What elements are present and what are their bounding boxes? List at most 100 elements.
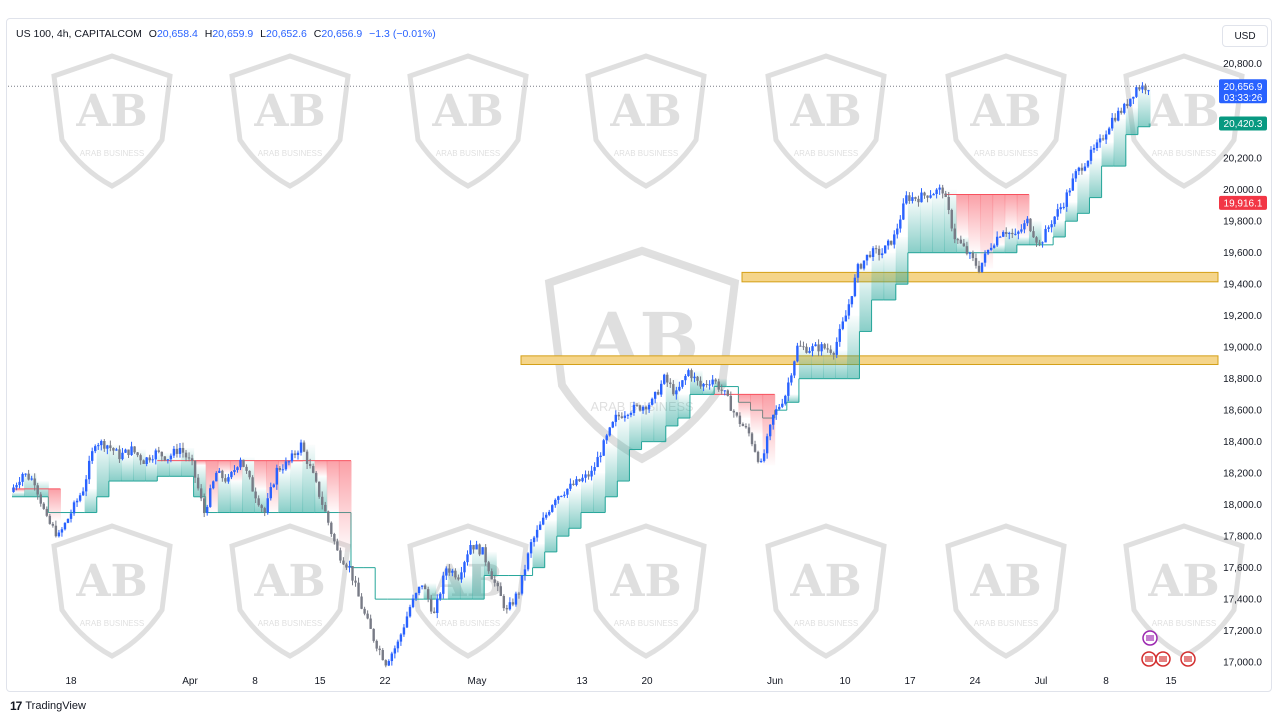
chart-frame[interactable] — [6, 18, 1272, 692]
candle-body — [212, 481, 215, 489]
candle-body — [481, 547, 484, 555]
symbol-legend[interactable]: US 100, 4h, CAPITALCOM O20,658.4 H20,659… — [16, 28, 436, 40]
candle-body — [27, 473, 30, 480]
x-axis[interactable]: 18 Apr 8 15 22 May 13 20 Jun 10 17 24 Jul 8 15 — [65, 676, 1177, 687]
x-tick-label: 22 — [379, 676, 391, 687]
candle-body — [666, 374, 669, 383]
cloud-green-segment — [702, 386, 715, 395]
candle-body — [39, 494, 42, 504]
candle-body — [962, 243, 966, 247]
candle-body — [384, 660, 387, 666]
cloud-green-segment — [714, 378, 727, 387]
candle-body — [1032, 231, 1035, 238]
cloud-green-segment — [1077, 173, 1090, 214]
candle-body — [1050, 224, 1053, 228]
candle-body — [100, 441, 103, 446]
candle-body — [457, 577, 460, 580]
candle-body — [433, 611, 436, 613]
footer-brand[interactable]: 17 TradingView — [10, 699, 86, 713]
candle-body — [1107, 128, 1111, 135]
cloud-green-segment — [254, 488, 267, 513]
watermark-text: ARAB BUSINESS — [614, 619, 678, 628]
candle-body — [369, 618, 372, 629]
candle-body — [675, 390, 678, 395]
candle-body — [808, 351, 811, 353]
cloud-red-segment — [738, 394, 751, 419]
candle-body — [838, 328, 841, 342]
upper-zone — [741, 271, 1219, 283]
candle-body — [287, 461, 291, 463]
y-axis[interactable]: 17,000.0 17,200.0 17,400.0 17,600.0 17,800.0… — [1223, 59, 1262, 668]
candle-body — [472, 545, 475, 550]
us-flag-event-icon[interactable] — [1155, 651, 1171, 667]
candle-body — [844, 315, 848, 322]
candle-body — [1123, 103, 1126, 113]
candle-body — [42, 503, 45, 509]
candle-body — [523, 569, 527, 576]
candle-body — [787, 382, 790, 396]
x-tick-label: 15 — [314, 676, 326, 687]
candle-body — [544, 514, 548, 518]
currency-button[interactable]: USD — [1222, 25, 1268, 47]
shield-outline-icon — [945, 523, 1067, 659]
shield-outline-icon — [407, 53, 529, 189]
cloud-green-segment — [1016, 236, 1030, 245]
candle-body — [336, 541, 339, 551]
candle-body — [971, 252, 975, 259]
candle-body — [429, 599, 433, 612]
candle-body — [21, 474, 24, 482]
candle-body — [1132, 96, 1135, 99]
candle-body — [538, 524, 542, 530]
candle-body — [511, 602, 515, 605]
resistance-price-tag-text: 19,916.1 — [1224, 198, 1263, 209]
candle-body — [753, 444, 757, 452]
candle-body — [151, 459, 154, 461]
lightning-event-icon[interactable] — [1142, 630, 1158, 646]
watermark-letters: AB — [253, 86, 325, 137]
candle-body — [790, 375, 793, 383]
candle-body — [653, 391, 657, 399]
candle-body — [69, 513, 73, 519]
candle-body — [784, 395, 787, 404]
candle-body — [260, 505, 263, 509]
candle-body — [759, 460, 763, 462]
watermark-text: ARAB BUSINESS — [258, 149, 322, 158]
shield-outline-icon — [945, 53, 1067, 189]
candle-body — [97, 445, 100, 447]
candle-body — [944, 193, 947, 197]
cloud-green-segment — [84, 488, 98, 513]
candle-body — [499, 586, 502, 596]
candle-body — [1089, 149, 1093, 161]
candle-body — [51, 523, 55, 526]
shield-outline-icon — [407, 523, 529, 659]
candle-body — [196, 477, 200, 489]
candle-body — [115, 449, 118, 451]
candle-body — [439, 593, 442, 599]
candle-body — [947, 196, 950, 210]
cloud-green-segment — [847, 315, 860, 379]
candle-body — [60, 529, 64, 533]
candle-body — [965, 246, 969, 254]
us-flag-event-icon[interactable] — [1141, 651, 1157, 667]
y-tick-label: 17,400.0 — [1223, 595, 1262, 606]
cloud-red-segment — [750, 394, 764, 434]
candle-body — [426, 589, 430, 600]
candle-body — [950, 209, 953, 229]
candle-body — [463, 562, 466, 573]
cloud-green-segment — [12, 492, 25, 497]
candle-body — [257, 498, 260, 506]
cloud-green-segment — [120, 455, 134, 482]
watermark-shield-icon: AB ARAB BUSINESS — [765, 53, 887, 189]
watermark-letters: AB — [969, 86, 1041, 137]
candle-body — [314, 472, 318, 482]
candle-body — [417, 586, 421, 594]
event-icons[interactable] — [1141, 630, 1196, 667]
candle-body — [454, 570, 457, 578]
candle-body — [133, 446, 136, 453]
candle-body — [245, 466, 248, 471]
candle-body — [1117, 110, 1120, 121]
us-flag-event-icon[interactable] — [1180, 651, 1196, 667]
candle-body — [899, 219, 902, 229]
candle-body — [275, 467, 279, 485]
